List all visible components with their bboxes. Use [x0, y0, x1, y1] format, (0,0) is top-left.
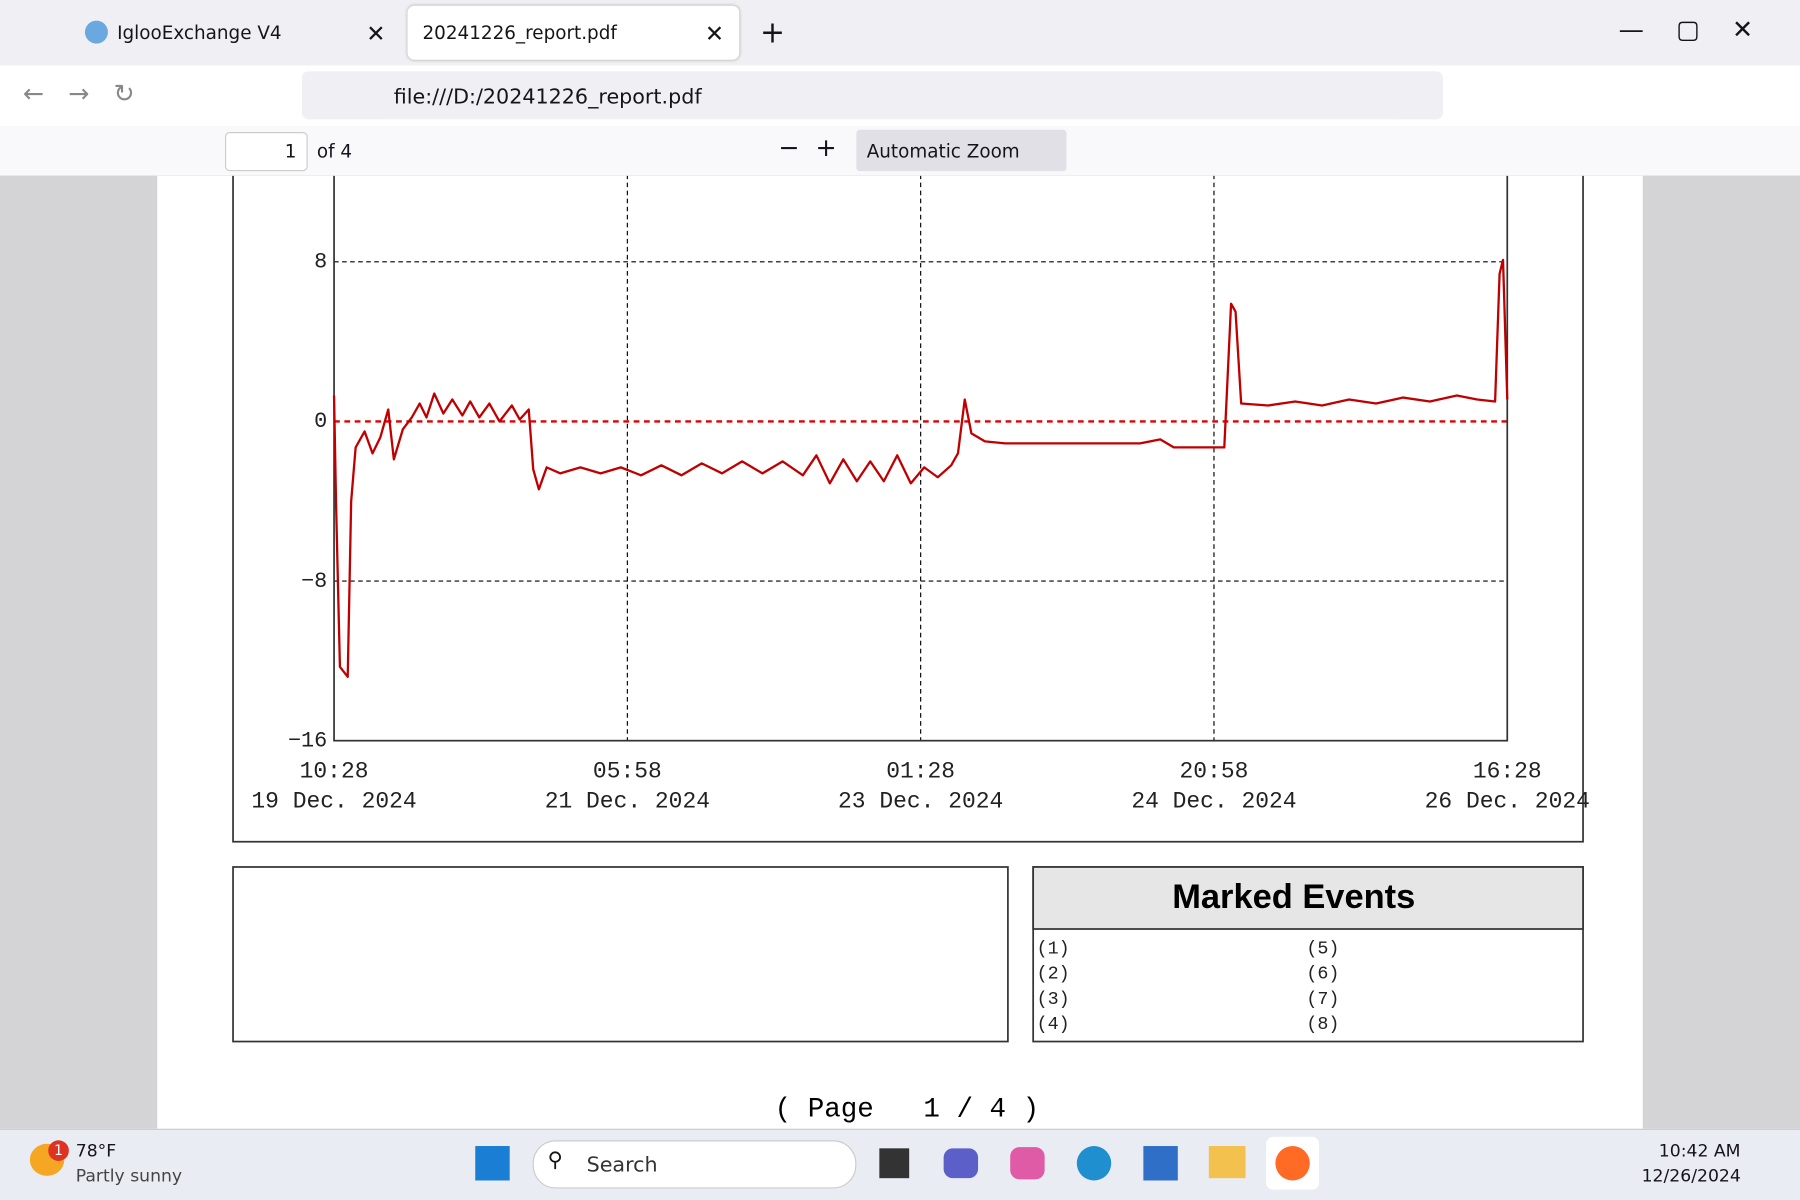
app-icon[interactable] [879, 1148, 910, 1179]
tab-icon [84, 20, 108, 44]
event-item: (7) [1306, 989, 1339, 1010]
y-tick-label: −8 [301, 569, 327, 594]
app-icon[interactable] [1275, 1146, 1310, 1181]
tab[interactable]: IglooExchange V4 [117, 21, 282, 44]
event-item: (3) [1037, 989, 1070, 1010]
zoom-buttons[interactable]: − + [778, 134, 837, 164]
x-tick-label: 24 Dec. 2024 [1131, 789, 1296, 815]
search-box[interactable] [532, 1140, 857, 1189]
start-button[interactable] [475, 1146, 510, 1181]
events-header [1032, 866, 1584, 930]
tab[interactable]: 20241226_report.pdf [422, 21, 617, 44]
search-icon: ⚲ [547, 1148, 563, 1173]
url-field[interactable] [301, 71, 1443, 120]
x-tick-label: 20:58 [1180, 759, 1249, 785]
app-icon[interactable] [1143, 1146, 1178, 1181]
close-tab[interactable]: ✕ [366, 19, 386, 48]
page-count: of 4 [316, 140, 353, 162]
chart: Marked Events ( Page 1 / 4 ) 10:28 19 Dec… [232, 175, 1590, 1126]
event-item: (5) [1306, 938, 1339, 959]
app-icon[interactable] [943, 1148, 979, 1179]
y-tick-label: 8 [314, 250, 327, 275]
zoom[interactable]: Automatic Zoom [866, 140, 1020, 162]
app-icon[interactable] [1076, 1146, 1112, 1181]
temperature[interactable]: 78°F [75, 1140, 117, 1161]
new-tab[interactable]: + [759, 16, 785, 51]
close-tab[interactable]: ✕ [704, 19, 725, 48]
x-tick-label: 19 Dec. 2024 [251, 789, 416, 815]
x-tick-label: 26 Dec. 2024 [1425, 789, 1590, 815]
x-tick-label: 23 Dec. 2024 [838, 789, 1003, 815]
app-icon[interactable] [1010, 1147, 1045, 1180]
x-tick-label: 01:28 [886, 759, 955, 785]
tab-bar [0, 0, 1800, 66]
zoom-select[interactable] [856, 129, 1067, 172]
x-tick-label: 16:28 [1473, 759, 1542, 785]
events-title: Marked Events [1172, 878, 1415, 916]
window-controls[interactable]: — ▢ ✕ [1618, 16, 1754, 45]
x-tick-label: 10:28 [300, 759, 369, 785]
x-tick-label: 21 Dec. 2024 [545, 789, 710, 815]
event-item: (6) [1306, 964, 1339, 985]
nav-buttons[interactable]: ← → ↻ [22, 80, 135, 110]
event-item: (1) [1037, 938, 1070, 959]
event-item: (2) [1037, 964, 1070, 985]
empty-box [232, 866, 1009, 1043]
search-placeholder[interactable]: Search [586, 1152, 658, 1178]
url[interactable]: file:///D:/20241226_report.pdf [393, 84, 702, 110]
page-number[interactable]: 1 [284, 140, 297, 162]
app-icon[interactable] [1208, 1146, 1246, 1179]
x-tick-label: 05:58 [593, 759, 662, 785]
pdf-page [157, 175, 1643, 1129]
weather-badge: 1 [48, 1140, 69, 1161]
data-line [332, 258, 1509, 678]
active-tab[interactable] [407, 5, 740, 60]
event-item: (4) [1037, 1014, 1070, 1035]
y-tick-label: −16 [288, 728, 327, 753]
event-item: (8) [1306, 1014, 1339, 1035]
weather-condition[interactable]: Partly sunny [75, 1165, 183, 1187]
page-footer: ( Page 1 / 4 ) [775, 1095, 1039, 1126]
chart-frame [232, 175, 1584, 843]
clock-date[interactable]: 12/26/2024 [1641, 1165, 1741, 1187]
page-input[interactable] [225, 132, 308, 172]
y-tick-label: 0 [314, 409, 327, 434]
clock-time[interactable]: 10:42 AM [1658, 1140, 1741, 1161]
pdf-viewer: Marked Events ( Page 1 / 4 ) 10:28 19 Dec… [0, 175, 1800, 1129]
